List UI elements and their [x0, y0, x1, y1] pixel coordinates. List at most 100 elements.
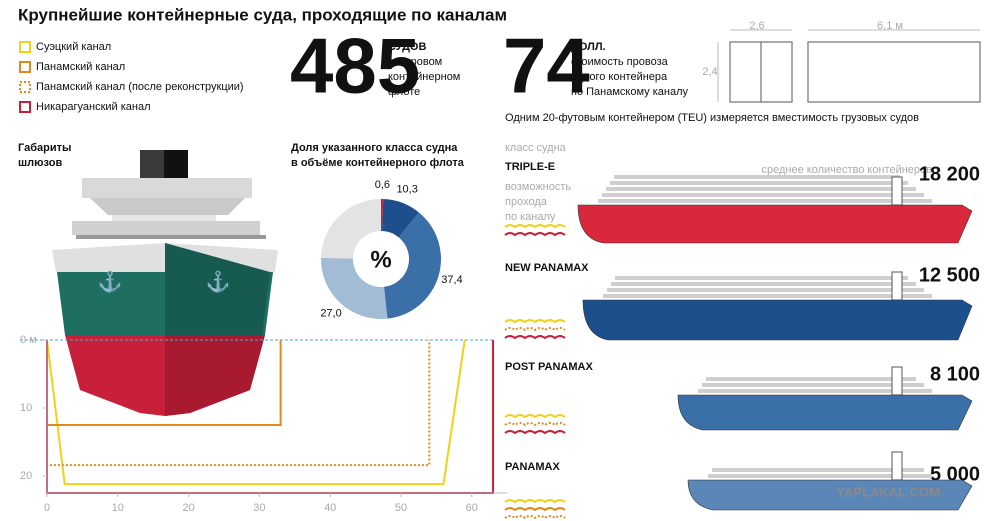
ship-class: TRIPLE-E — [505, 161, 555, 173]
x-tick-label: 60 — [466, 502, 478, 514]
canal-wave — [504, 327, 566, 332]
bridge — [891, 176, 903, 206]
ship-count: 8 100 — [930, 363, 980, 385]
class-label: класс судна — [505, 142, 567, 154]
legend-label: Панамский канал — [36, 61, 125, 73]
x-tick-label: 50 — [395, 502, 407, 514]
container-stack — [712, 468, 924, 472]
y-tick-label: 0 м — [20, 334, 37, 346]
stat-text: флоте — [388, 86, 420, 98]
legend-label: Никарагуанский канал — [36, 101, 151, 113]
canal-wave — [504, 499, 566, 504]
x-tick-label: 40 — [324, 502, 336, 514]
donut-label: 10,3 — [396, 184, 417, 196]
ship-hull — [677, 394, 973, 431]
legend-label: Суэцкий канал — [36, 41, 111, 53]
container-length: 6,1 м — [877, 20, 903, 32]
container-stack — [615, 276, 908, 280]
canal-wave — [504, 335, 566, 340]
donut-segment — [382, 199, 419, 238]
canal-wave — [504, 414, 566, 419]
stat-text: контейнерном — [388, 71, 460, 83]
donut-label: 37,4 — [441, 274, 462, 286]
chart-title: Доля указанного класса судна — [291, 142, 458, 154]
container-stack — [702, 383, 924, 387]
stat-text: ДОЛЛ. — [571, 41, 606, 53]
canal-wave — [504, 232, 566, 237]
title: Крупнейшие контейнерные суда, проходящие… — [18, 5, 507, 24]
x-tick-label: 0 — [44, 502, 50, 514]
container-height: 2,4 — [702, 66, 717, 78]
count-label: среднее количество контейнеров — [761, 164, 932, 176]
ship-class: POST PANAMAX — [505, 361, 593, 373]
pass-label: по каналу — [505, 211, 556, 223]
x-tick-label: 30 — [253, 502, 265, 514]
stat-number: 485 — [290, 22, 420, 110]
canal-wave — [504, 515, 566, 520]
stat-text: стоимость провоза — [571, 56, 669, 68]
container-stack — [610, 181, 908, 185]
pass-label: возможность — [505, 181, 571, 193]
ship-count: 12 500 — [919, 264, 980, 286]
ship-count: 18 200 — [919, 163, 980, 185]
legend-swatch — [19, 81, 31, 93]
pass-label: прохода — [505, 196, 548, 208]
canal-wave — [504, 224, 566, 229]
lock-outline — [46, 339, 466, 486]
container-stack — [706, 377, 916, 381]
donut-segment — [321, 199, 381, 259]
canal-wave — [504, 422, 566, 427]
legend-swatch — [19, 41, 31, 53]
bridge — [891, 451, 903, 481]
ship-hull — [687, 479, 973, 511]
container-stack — [614, 175, 900, 179]
ship-class: NEW PANAMAX — [505, 262, 589, 274]
bridge — [891, 271, 903, 301]
y-tick-label: 10 — [20, 402, 32, 414]
stat-text: по Панамскому каналу — [571, 86, 688, 98]
locks-label: Габариты — [18, 142, 71, 154]
container-width: 2,6 — [749, 20, 764, 32]
container-stack — [611, 282, 916, 286]
ship-hull — [582, 299, 973, 341]
donut-label: 0,6 — [375, 179, 390, 191]
ship-hull — [577, 204, 973, 244]
ship-front-view: ⚓ ⚓ — [52, 150, 278, 416]
svg-text:⚓: ⚓ — [98, 269, 123, 293]
donut-segment — [320, 257, 388, 319]
stat-number: 74 — [503, 22, 590, 110]
canal-wave — [504, 507, 566, 512]
container-stack — [603, 294, 932, 298]
stat-text: СУДОВ — [388, 41, 426, 53]
legend-label: Панамский канал (после реконструкции) — [36, 81, 244, 93]
canal-wave — [504, 430, 566, 435]
bridge — [891, 366, 903, 396]
donut-label: 27,0 — [320, 307, 341, 319]
container-drawings — [717, 29, 981, 103]
container-stack — [602, 193, 924, 197]
stat-text: в мировом — [388, 56, 442, 68]
container-stack — [606, 187, 916, 191]
canal-wave — [504, 319, 566, 324]
y-tick-label: 20 — [20, 470, 32, 482]
x-tick-label: 20 — [182, 502, 194, 514]
container-stack — [607, 288, 924, 292]
svg-text:⚓: ⚓ — [206, 269, 231, 293]
chart-title: в объёме контейнерного флота — [291, 157, 465, 169]
container-stack — [698, 389, 932, 393]
ship-class: PANAMAX — [505, 461, 560, 473]
locks-label: шлюзов — [18, 157, 62, 169]
donut-segment — [381, 199, 384, 232]
legend-swatch — [19, 101, 31, 113]
donut-center: % — [370, 246, 391, 273]
container-note: Одним 20-футовым контейнером (TEU) измер… — [505, 112, 919, 124]
overlay: Суэцкий канал Панамский канал Панамский ка… — [18, 20, 980, 520]
donut-segment — [383, 212, 442, 319]
container-stack — [598, 199, 932, 203]
lock-outline — [46, 340, 431, 467]
container-stack — [708, 474, 932, 478]
x-tick-label: 10 — [112, 502, 124, 514]
legend-swatch — [19, 61, 31, 73]
watermark: YAPLAKAL.COM — [836, 484, 940, 499]
